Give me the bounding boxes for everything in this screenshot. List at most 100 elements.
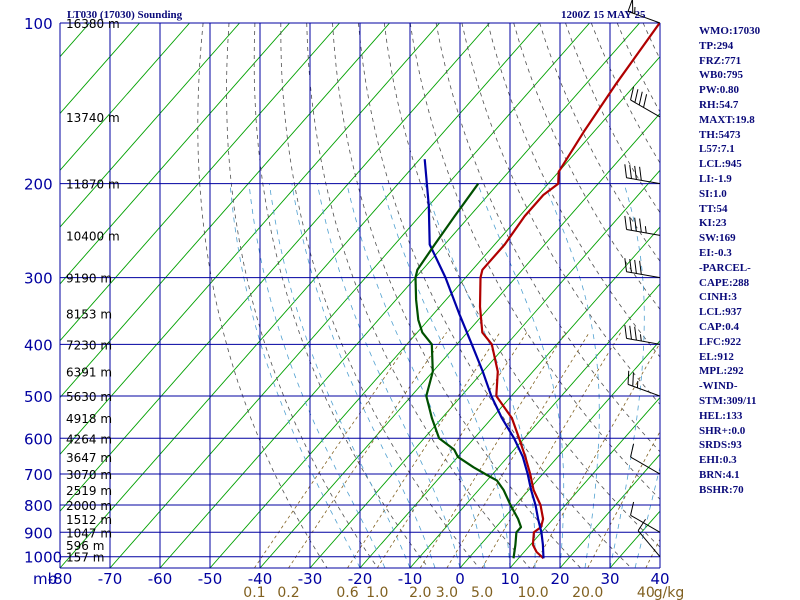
isotherm-line <box>509 396 660 568</box>
isotherm-line <box>109 23 590 568</box>
isotherm-line <box>209 55 660 568</box>
index-line: TT:54 <box>699 202 728 215</box>
wind-barb-full <box>634 217 637 232</box>
index-line: MPL:292 <box>699 365 744 378</box>
wind-barb-staff <box>626 177 661 185</box>
height-label: 3647 m <box>66 451 112 465</box>
index-line: FRZ:771 <box>699 54 742 67</box>
sounding-trace-1 <box>423 159 545 559</box>
index-line: -PARCEL- <box>699 261 751 274</box>
height-label: 1512 m <box>66 513 112 527</box>
height-label: 1047 m <box>66 526 112 540</box>
dry-adiabat-line <box>332 23 581 568</box>
index-line: KI:23 <box>699 217 727 230</box>
index-line: SW:169 <box>699 232 736 245</box>
height-label: 7230 m <box>66 338 112 352</box>
station-title: LT030 (17030) Sounding <box>67 9 183 21</box>
index-line: TP:294 <box>699 39 734 52</box>
moist-adiabat-line <box>544 183 600 568</box>
wind-barb-staff <box>627 383 661 397</box>
pressure-tick-label: 1000 <box>24 549 62 567</box>
mixing-ratio-unit: g/kg <box>654 585 685 600</box>
sounding-traces <box>414 23 660 560</box>
mixing-ratio-label: 5.0 <box>471 585 493 600</box>
mixing-ratio-line <box>347 332 501 568</box>
index-line: BRN:4.1 <box>699 468 740 481</box>
isotherm-line <box>60 23 340 342</box>
wind-barb-full <box>639 260 642 275</box>
wind-barb-full <box>634 326 637 341</box>
index-line: SHR+:0.0 <box>699 424 746 437</box>
height-label: 2000 m <box>66 499 112 513</box>
mixing-ratio-label: 0.2 <box>277 585 299 600</box>
moist-adiabat-line <box>291 183 436 568</box>
wind-barb-full <box>637 518 646 531</box>
index-line: PW:0.80 <box>699 84 740 97</box>
isotherm-line <box>0 23 40 568</box>
mixing-ratio-label: 0.1 <box>243 585 265 600</box>
x-tick-label: -70 <box>98 570 123 588</box>
index-line: WB0:795 <box>699 69 743 82</box>
x-tick-label: -60 <box>148 570 173 588</box>
dry-adiabat-line <box>513 23 660 311</box>
wind-barb-staff <box>626 337 661 345</box>
height-label: 2519 m <box>66 484 112 498</box>
pressure-tick-label: 800 <box>24 497 53 515</box>
wind-barb-full <box>639 166 642 181</box>
index-line: EI:-0.3 <box>699 246 732 259</box>
mixing-ratio-line <box>288 332 447 568</box>
index-line: BSHR:70 <box>699 483 744 496</box>
isotherm-line <box>359 226 660 568</box>
mixing-ratio-label: 40 <box>637 585 655 600</box>
index-line: LCL:945 <box>699 158 742 171</box>
x-tick-label: -40 <box>248 570 273 588</box>
wind-barb-full <box>624 258 628 272</box>
wind-barb-full <box>632 372 634 387</box>
height-label: 8153 m <box>66 307 112 321</box>
wind-barb-full <box>630 443 635 458</box>
wind-barb-full <box>624 215 628 230</box>
moist-adiabat-line <box>609 183 645 568</box>
wind-barb-staff <box>627 10 661 24</box>
dry-adiabat-line <box>306 23 531 568</box>
mixing-ratio-label: 10.0 <box>517 585 548 600</box>
pressure-tick-label: 600 <box>24 430 53 448</box>
wind-barb-staff <box>630 456 661 475</box>
index-line: -WIND- <box>699 380 738 393</box>
wind-barb-full <box>643 94 648 108</box>
index-line: MAXT:19.8 <box>699 113 755 126</box>
index-line: LI:-1.9 <box>699 172 732 185</box>
index-line: WMO:17030 <box>699 25 761 37</box>
mixing-ratio-label: 1.0 <box>366 585 388 600</box>
height-label: 9190 m <box>66 272 112 286</box>
wind-barb-full <box>634 89 639 103</box>
isotherm-line <box>60 23 390 399</box>
wind-barb-full <box>624 324 628 339</box>
wind-barb-staff <box>626 271 661 279</box>
moist-adiabat-line <box>381 183 511 568</box>
wind-barb-full <box>630 86 635 101</box>
wind-barb-staff <box>626 228 661 236</box>
sounding-trace-2 <box>414 183 523 559</box>
wind-barb-full <box>629 216 632 231</box>
moist-adiabat-line <box>229 183 361 568</box>
height-label: 596 m <box>66 539 104 553</box>
index-line: LCL:937 <box>699 306 742 319</box>
index-line: CAPE:288 <box>699 276 750 289</box>
mixing-ratio-line <box>446 332 590 568</box>
height-label: 6391 m <box>66 366 112 380</box>
wind-barb-full <box>630 501 635 516</box>
index-line: SI:1.0 <box>699 187 727 200</box>
dry-adiabat-line <box>409 23 660 500</box>
isotherm-line <box>60 23 240 228</box>
height-label: 157 m <box>66 551 104 565</box>
wind-barb-pennant <box>627 0 634 14</box>
wind-barb-staff <box>630 99 661 118</box>
index-line: EHI:0.3 <box>699 454 737 467</box>
x-tick-label: 0 <box>455 570 465 588</box>
x-tick-label: -20 <box>348 570 373 588</box>
height-label: 10400 m <box>66 229 120 243</box>
mixing-ratio-label: 20.0 <box>572 585 603 600</box>
mixing-ratio-line <box>376 332 528 568</box>
